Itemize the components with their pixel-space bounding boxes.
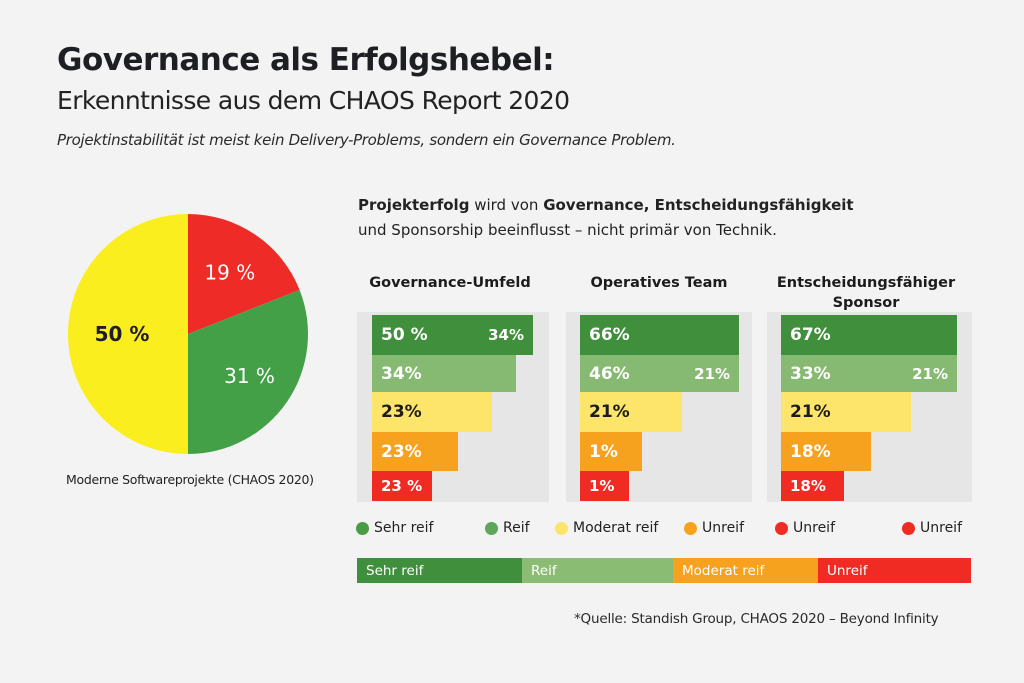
scale-segment: Moderat reif bbox=[673, 558, 818, 583]
bar-value: 66% bbox=[589, 325, 630, 345]
page-subtitle: Erkenntnisse aus dem CHAOS Report 2020 bbox=[57, 86, 570, 115]
bar-value: 23% bbox=[381, 402, 422, 422]
legend-item: Sehr reif bbox=[356, 520, 433, 536]
legend-label: Reif bbox=[503, 520, 530, 536]
bar-value: 21% bbox=[589, 402, 630, 422]
legend-dot-icon bbox=[485, 521, 498, 535]
legend-dot-icon bbox=[555, 521, 568, 535]
bar-3-4: 18% bbox=[781, 432, 871, 471]
legend-item: Unreif bbox=[775, 520, 835, 536]
pie-label-31: 31 % bbox=[224, 364, 275, 388]
intro-bold-1: Projekterfolg bbox=[358, 196, 470, 214]
bar-3-3: 21% bbox=[781, 392, 911, 432]
bar-2-4: 1% bbox=[580, 432, 642, 471]
bar-3-5: 18% bbox=[781, 471, 844, 501]
bar-3-2: 33% 21% bbox=[781, 355, 957, 392]
panel-title-line: Governance-Umfeld bbox=[369, 275, 531, 291]
legend-dot-icon bbox=[902, 521, 915, 535]
bar-value: 67% bbox=[790, 325, 831, 345]
panel-title-3: Entscheidungsfähiger Sponsor bbox=[756, 273, 976, 313]
scale-segment: Reif bbox=[522, 558, 673, 583]
pie-slice-50 bbox=[68, 214, 188, 454]
legend-dot-icon bbox=[356, 521, 369, 535]
intro-text-1: wird von bbox=[469, 196, 544, 214]
tagline: Projektinstabilität ist meist kein Deliv… bbox=[57, 131, 676, 149]
bar-2-5: 1% bbox=[580, 471, 629, 501]
page-title: Governance als Erfolgshebel: bbox=[57, 42, 555, 78]
legend-label: Sehr reif bbox=[374, 520, 434, 536]
bar-value: 46% bbox=[589, 363, 630, 384]
bar-1-4: 23% bbox=[372, 432, 458, 471]
pie-caption: Moderne Softwareprojekte (CHAOS 2020) bbox=[66, 472, 314, 487]
intro-bold-2: Governance, Entscheidungsfähigkeit bbox=[543, 196, 854, 214]
pie-label-50: 50 % bbox=[95, 322, 150, 346]
legend-item: Unreif bbox=[902, 520, 962, 536]
intro-line-2: und Sponsorship beeinflusst – nicht prim… bbox=[358, 221, 777, 239]
scale-segment: Sehr reif bbox=[357, 558, 522, 583]
bar-1-2: 34% bbox=[372, 355, 516, 392]
bar-2-1: 66% bbox=[580, 315, 739, 355]
scale-segment: Unreif bbox=[818, 558, 971, 583]
bar-2-2: 46% 21% bbox=[580, 355, 739, 392]
legend-label: Unreif bbox=[793, 520, 835, 536]
legend-label: Moderat reif bbox=[573, 520, 659, 536]
legend-item: Unreif bbox=[684, 520, 744, 536]
bar-2-3: 21% bbox=[580, 392, 682, 432]
bar-value: 50 % bbox=[381, 325, 428, 345]
bar-1-1: 50 % 34% bbox=[372, 315, 533, 355]
bar-value: 23% bbox=[381, 441, 422, 462]
bar-1-5: 23 % bbox=[372, 471, 432, 501]
bar-value: 33% bbox=[790, 363, 831, 384]
bar-value: 21% bbox=[790, 402, 831, 422]
bar-secondary-value: 21% bbox=[694, 364, 730, 383]
panel-title-1: Governance-Umfeld bbox=[340, 273, 560, 293]
bar-value: 1% bbox=[589, 441, 618, 462]
bar-value: 23 % bbox=[381, 477, 423, 495]
source-note: *Quelle: Standish Group, CHAOS 2020 – Be… bbox=[574, 611, 939, 627]
bar-value: 1% bbox=[589, 477, 615, 495]
legend-item: Reif bbox=[485, 520, 530, 536]
bar-value: 18% bbox=[790, 441, 831, 462]
bar-1-3: 23% bbox=[372, 392, 492, 432]
panel-title-line: Operatives Team bbox=[590, 275, 728, 291]
panel-title-line: Entscheidungsfähiger bbox=[776, 275, 956, 291]
bar-secondary-value: 34% bbox=[488, 326, 524, 344]
legend-label: Unreif bbox=[702, 520, 744, 536]
pie-label-19: 19 % bbox=[204, 260, 255, 284]
panel-title-2: Operatives Team bbox=[549, 273, 769, 293]
legend-item: Moderat reif bbox=[555, 520, 658, 536]
bar-secondary-value: 21% bbox=[912, 364, 948, 383]
legend-dot-icon bbox=[684, 521, 697, 535]
legend-label: Unreif bbox=[920, 520, 962, 536]
pie-chart: 19 % 31 % 50 % bbox=[68, 214, 308, 455]
legend-dot-icon bbox=[775, 521, 788, 535]
intro-text: Projekterfolg wird von Governance, Entsc… bbox=[358, 193, 854, 243]
panel-title-line: Sponsor bbox=[832, 295, 900, 311]
intro-line-1: Projekterfolg wird von Governance, Entsc… bbox=[358, 193, 854, 218]
pie-slice-31 bbox=[188, 289, 308, 455]
bar-value: 34% bbox=[381, 363, 422, 384]
bar-3-1: 67% bbox=[781, 315, 957, 355]
pie-slice-19 bbox=[188, 214, 300, 334]
bar-value: 18% bbox=[790, 477, 826, 495]
maturity-scale: Sehr reif Reif Moderat reif Unreif bbox=[357, 558, 971, 583]
